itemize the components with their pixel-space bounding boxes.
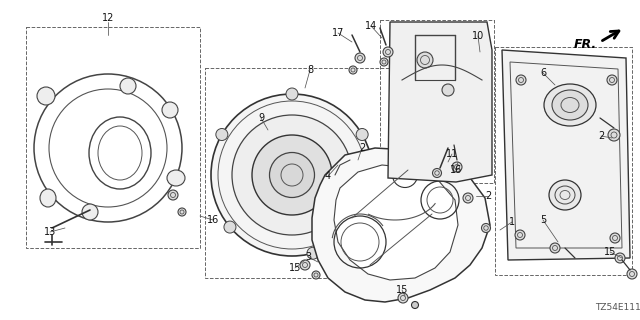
Bar <box>26 27 200 248</box>
Ellipse shape <box>286 88 298 100</box>
Text: TZ54E1110A: TZ54E1110A <box>595 303 640 313</box>
Bar <box>495 47 632 275</box>
Text: 11: 11 <box>446 149 458 159</box>
Text: 16: 16 <box>207 215 219 225</box>
Circle shape <box>355 53 365 63</box>
Bar <box>205 68 390 278</box>
Circle shape <box>516 75 526 85</box>
Polygon shape <box>312 148 490 302</box>
Circle shape <box>481 223 490 233</box>
Ellipse shape <box>417 52 433 68</box>
Text: 2: 2 <box>485 191 491 201</box>
Circle shape <box>463 193 473 203</box>
Circle shape <box>452 162 462 172</box>
Circle shape <box>380 58 388 66</box>
Circle shape <box>607 75 617 85</box>
Text: 16: 16 <box>450 165 462 175</box>
Circle shape <box>433 169 442 178</box>
Ellipse shape <box>544 84 596 126</box>
Text: 9: 9 <box>258 113 264 123</box>
Text: 6: 6 <box>540 68 546 78</box>
Ellipse shape <box>211 94 373 256</box>
Circle shape <box>412 301 419 308</box>
Circle shape <box>312 271 320 279</box>
Ellipse shape <box>120 78 136 94</box>
Text: 13: 13 <box>44 227 56 237</box>
Ellipse shape <box>252 135 332 215</box>
Text: FR.: FR. <box>574 37 597 51</box>
Ellipse shape <box>40 189 56 207</box>
Ellipse shape <box>356 129 368 140</box>
Ellipse shape <box>224 221 236 233</box>
Polygon shape <box>388 22 492 182</box>
Ellipse shape <box>552 90 588 120</box>
Circle shape <box>615 253 625 263</box>
Ellipse shape <box>162 102 178 118</box>
Polygon shape <box>502 50 630 260</box>
Text: 15: 15 <box>289 263 301 273</box>
Ellipse shape <box>364 190 376 202</box>
Bar <box>380 20 494 183</box>
Text: 1: 1 <box>509 217 515 227</box>
Ellipse shape <box>216 129 228 140</box>
Text: 5: 5 <box>540 215 546 225</box>
Circle shape <box>168 190 178 200</box>
Circle shape <box>550 243 560 253</box>
Ellipse shape <box>232 115 352 235</box>
Circle shape <box>627 269 637 279</box>
Text: 2: 2 <box>359 143 365 153</box>
Text: 15: 15 <box>396 285 408 295</box>
Ellipse shape <box>167 170 185 186</box>
Text: 3: 3 <box>305 252 311 262</box>
Circle shape <box>300 260 310 270</box>
Circle shape <box>515 230 525 240</box>
Ellipse shape <box>307 247 319 259</box>
Ellipse shape <box>37 87 55 105</box>
Text: 17: 17 <box>332 28 344 38</box>
Text: 4: 4 <box>325 171 331 181</box>
Circle shape <box>349 66 357 74</box>
Ellipse shape <box>334 183 354 203</box>
Ellipse shape <box>269 153 314 197</box>
Text: 14: 14 <box>365 21 377 31</box>
Text: 10: 10 <box>472 31 484 41</box>
Circle shape <box>610 233 620 243</box>
Circle shape <box>383 47 393 57</box>
Circle shape <box>398 293 408 303</box>
Ellipse shape <box>549 180 581 210</box>
Polygon shape <box>334 165 458 280</box>
Text: 8: 8 <box>307 65 313 75</box>
Text: 15: 15 <box>604 247 616 257</box>
Circle shape <box>608 129 620 141</box>
Ellipse shape <box>442 84 454 96</box>
Circle shape <box>178 208 186 216</box>
Ellipse shape <box>82 204 98 220</box>
Text: 12: 12 <box>102 13 114 23</box>
Text: 2: 2 <box>598 131 604 141</box>
